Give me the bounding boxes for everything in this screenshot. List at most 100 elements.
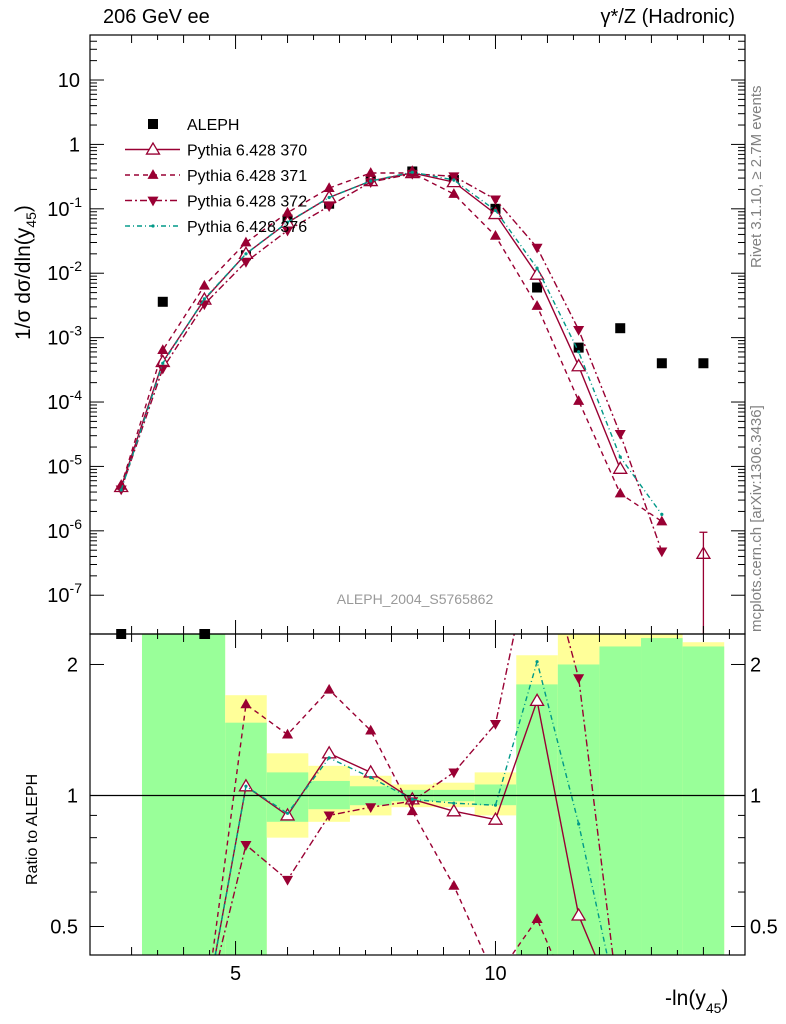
legend-marker bbox=[147, 169, 159, 179]
main-point bbox=[660, 512, 664, 516]
main-data-point bbox=[157, 296, 168, 307]
main-point bbox=[531, 243, 543, 254]
main-point bbox=[369, 179, 373, 183]
main-line bbox=[120, 172, 663, 522]
legend-label-1: Pythia 6.428 370 bbox=[187, 143, 307, 160]
main-point bbox=[618, 455, 622, 459]
ratio-point bbox=[577, 822, 581, 826]
main-data-point bbox=[615, 323, 626, 334]
main-point bbox=[493, 208, 498, 213]
main-line bbox=[120, 171, 663, 515]
main-ytick-label-2: 10-1 bbox=[47, 194, 82, 221]
main-point bbox=[327, 195, 331, 200]
main-point bbox=[612, 460, 628, 474]
ratio-y-axis-title: Ratio to ALEPH bbox=[24, 774, 41, 885]
legend-label-4: Pythia 6.428 376 bbox=[187, 219, 307, 236]
ratio-ytick-label-right-2: 2 bbox=[750, 654, 761, 676]
header-left-title: 206 GeV ee bbox=[103, 6, 210, 28]
main-point bbox=[448, 188, 460, 198]
main-y-axis-title: 1/σ dσ/dln(y45) bbox=[12, 205, 39, 340]
ratio-point bbox=[365, 724, 377, 735]
main-point bbox=[282, 226, 294, 237]
main-data-point bbox=[698, 358, 709, 369]
ratio-point bbox=[369, 775, 373, 780]
main-point bbox=[157, 364, 169, 375]
main-line bbox=[120, 173, 663, 552]
ratio-point bbox=[489, 720, 502, 730]
main-point bbox=[452, 178, 456, 182]
legend-label-0: ALEPH bbox=[187, 117, 239, 134]
main-point bbox=[282, 206, 294, 217]
main-point bbox=[535, 266, 539, 270]
ratio-band-green-11 bbox=[641, 638, 683, 955]
ratio-uncertainty-bands bbox=[141, 634, 725, 955]
main-ytick-label-4: 10-3 bbox=[47, 323, 82, 350]
main-ytick-label-6: 10-5 bbox=[47, 451, 82, 478]
main-point bbox=[573, 395, 585, 405]
ratio-point bbox=[452, 801, 456, 805]
main-series-pythia-6-428-372 bbox=[115, 169, 668, 558]
ratio-point bbox=[282, 875, 294, 886]
ratio-band-green-1 bbox=[225, 722, 267, 955]
ratio-band-green-7 bbox=[474, 784, 517, 806]
legend-label-2: Pythia 6.428 371 bbox=[187, 168, 307, 185]
ratio-point bbox=[446, 803, 462, 817]
ratio-point bbox=[323, 811, 335, 822]
main-point bbox=[614, 429, 626, 440]
x-axis-title: -ln(y45) bbox=[665, 987, 728, 1016]
ratio-ytick-label-right-0: 0.5 bbox=[750, 916, 778, 938]
ratio-point bbox=[244, 784, 248, 788]
ratio-point bbox=[406, 805, 418, 816]
ratio-series-pythia-6-428-372 bbox=[218, 634, 614, 955]
ratio-point bbox=[529, 693, 545, 707]
ratio-point bbox=[285, 811, 290, 815]
legend-marker bbox=[151, 224, 155, 228]
main-ytick-label-8: 10-7 bbox=[47, 580, 82, 607]
main-point bbox=[656, 515, 668, 526]
analysis-watermark: ALEPH_2004_S5765862 bbox=[337, 591, 494, 607]
main-point bbox=[244, 252, 248, 256]
ratio-ytick-label-left-2: 2 bbox=[67, 654, 78, 676]
legend-marker bbox=[147, 196, 159, 207]
main-error-bars bbox=[699, 531, 708, 634]
ratio-series-pythia-6-428-371 bbox=[211, 683, 554, 955]
ratio-ytick-label-right-1: 1 bbox=[750, 785, 761, 807]
main-data-point bbox=[532, 282, 543, 293]
ratio-point bbox=[365, 803, 377, 814]
main-point bbox=[285, 220, 290, 224]
ratio-band-green-9 bbox=[557, 664, 600, 955]
xtick-label-0: 5 bbox=[230, 963, 241, 985]
ratio-point bbox=[327, 756, 331, 760]
main-point bbox=[161, 361, 165, 365]
main-point bbox=[571, 358, 587, 372]
main-ytick-label-0: 10 bbox=[58, 70, 80, 92]
ratio-ytick-label-left-0: 0.5 bbox=[50, 916, 78, 938]
header-right-title: γ*/Z (Hadronic) bbox=[600, 6, 735, 28]
main-point bbox=[573, 325, 585, 336]
main-point bbox=[119, 488, 123, 492]
ratio-series-pythia-6-428-376 bbox=[214, 659, 608, 955]
legend-marker bbox=[145, 141, 161, 155]
main-point bbox=[198, 279, 210, 290]
ratio-point bbox=[321, 745, 337, 759]
main-ytick-label-5: 10-4 bbox=[47, 387, 82, 414]
main-point bbox=[410, 170, 414, 174]
main-series-aleph bbox=[116, 166, 709, 639]
main-point bbox=[157, 344, 169, 355]
ratio-point bbox=[493, 803, 498, 807]
axis-ticks bbox=[90, 34, 745, 955]
main-point bbox=[656, 547, 668, 558]
main-point bbox=[365, 178, 377, 188]
main-point bbox=[202, 297, 206, 301]
ratio-point bbox=[410, 797, 414, 801]
ratio-point bbox=[448, 879, 460, 890]
main-point bbox=[487, 206, 504, 220]
ratio-band-green-8 bbox=[516, 684, 558, 955]
main-point bbox=[323, 202, 335, 213]
ratio-point bbox=[240, 840, 252, 851]
main-point bbox=[448, 172, 460, 183]
legend-label-3: Pythia 6.428 372 bbox=[187, 194, 307, 211]
main-point bbox=[577, 350, 581, 354]
legend-marker-aleph bbox=[148, 119, 158, 129]
